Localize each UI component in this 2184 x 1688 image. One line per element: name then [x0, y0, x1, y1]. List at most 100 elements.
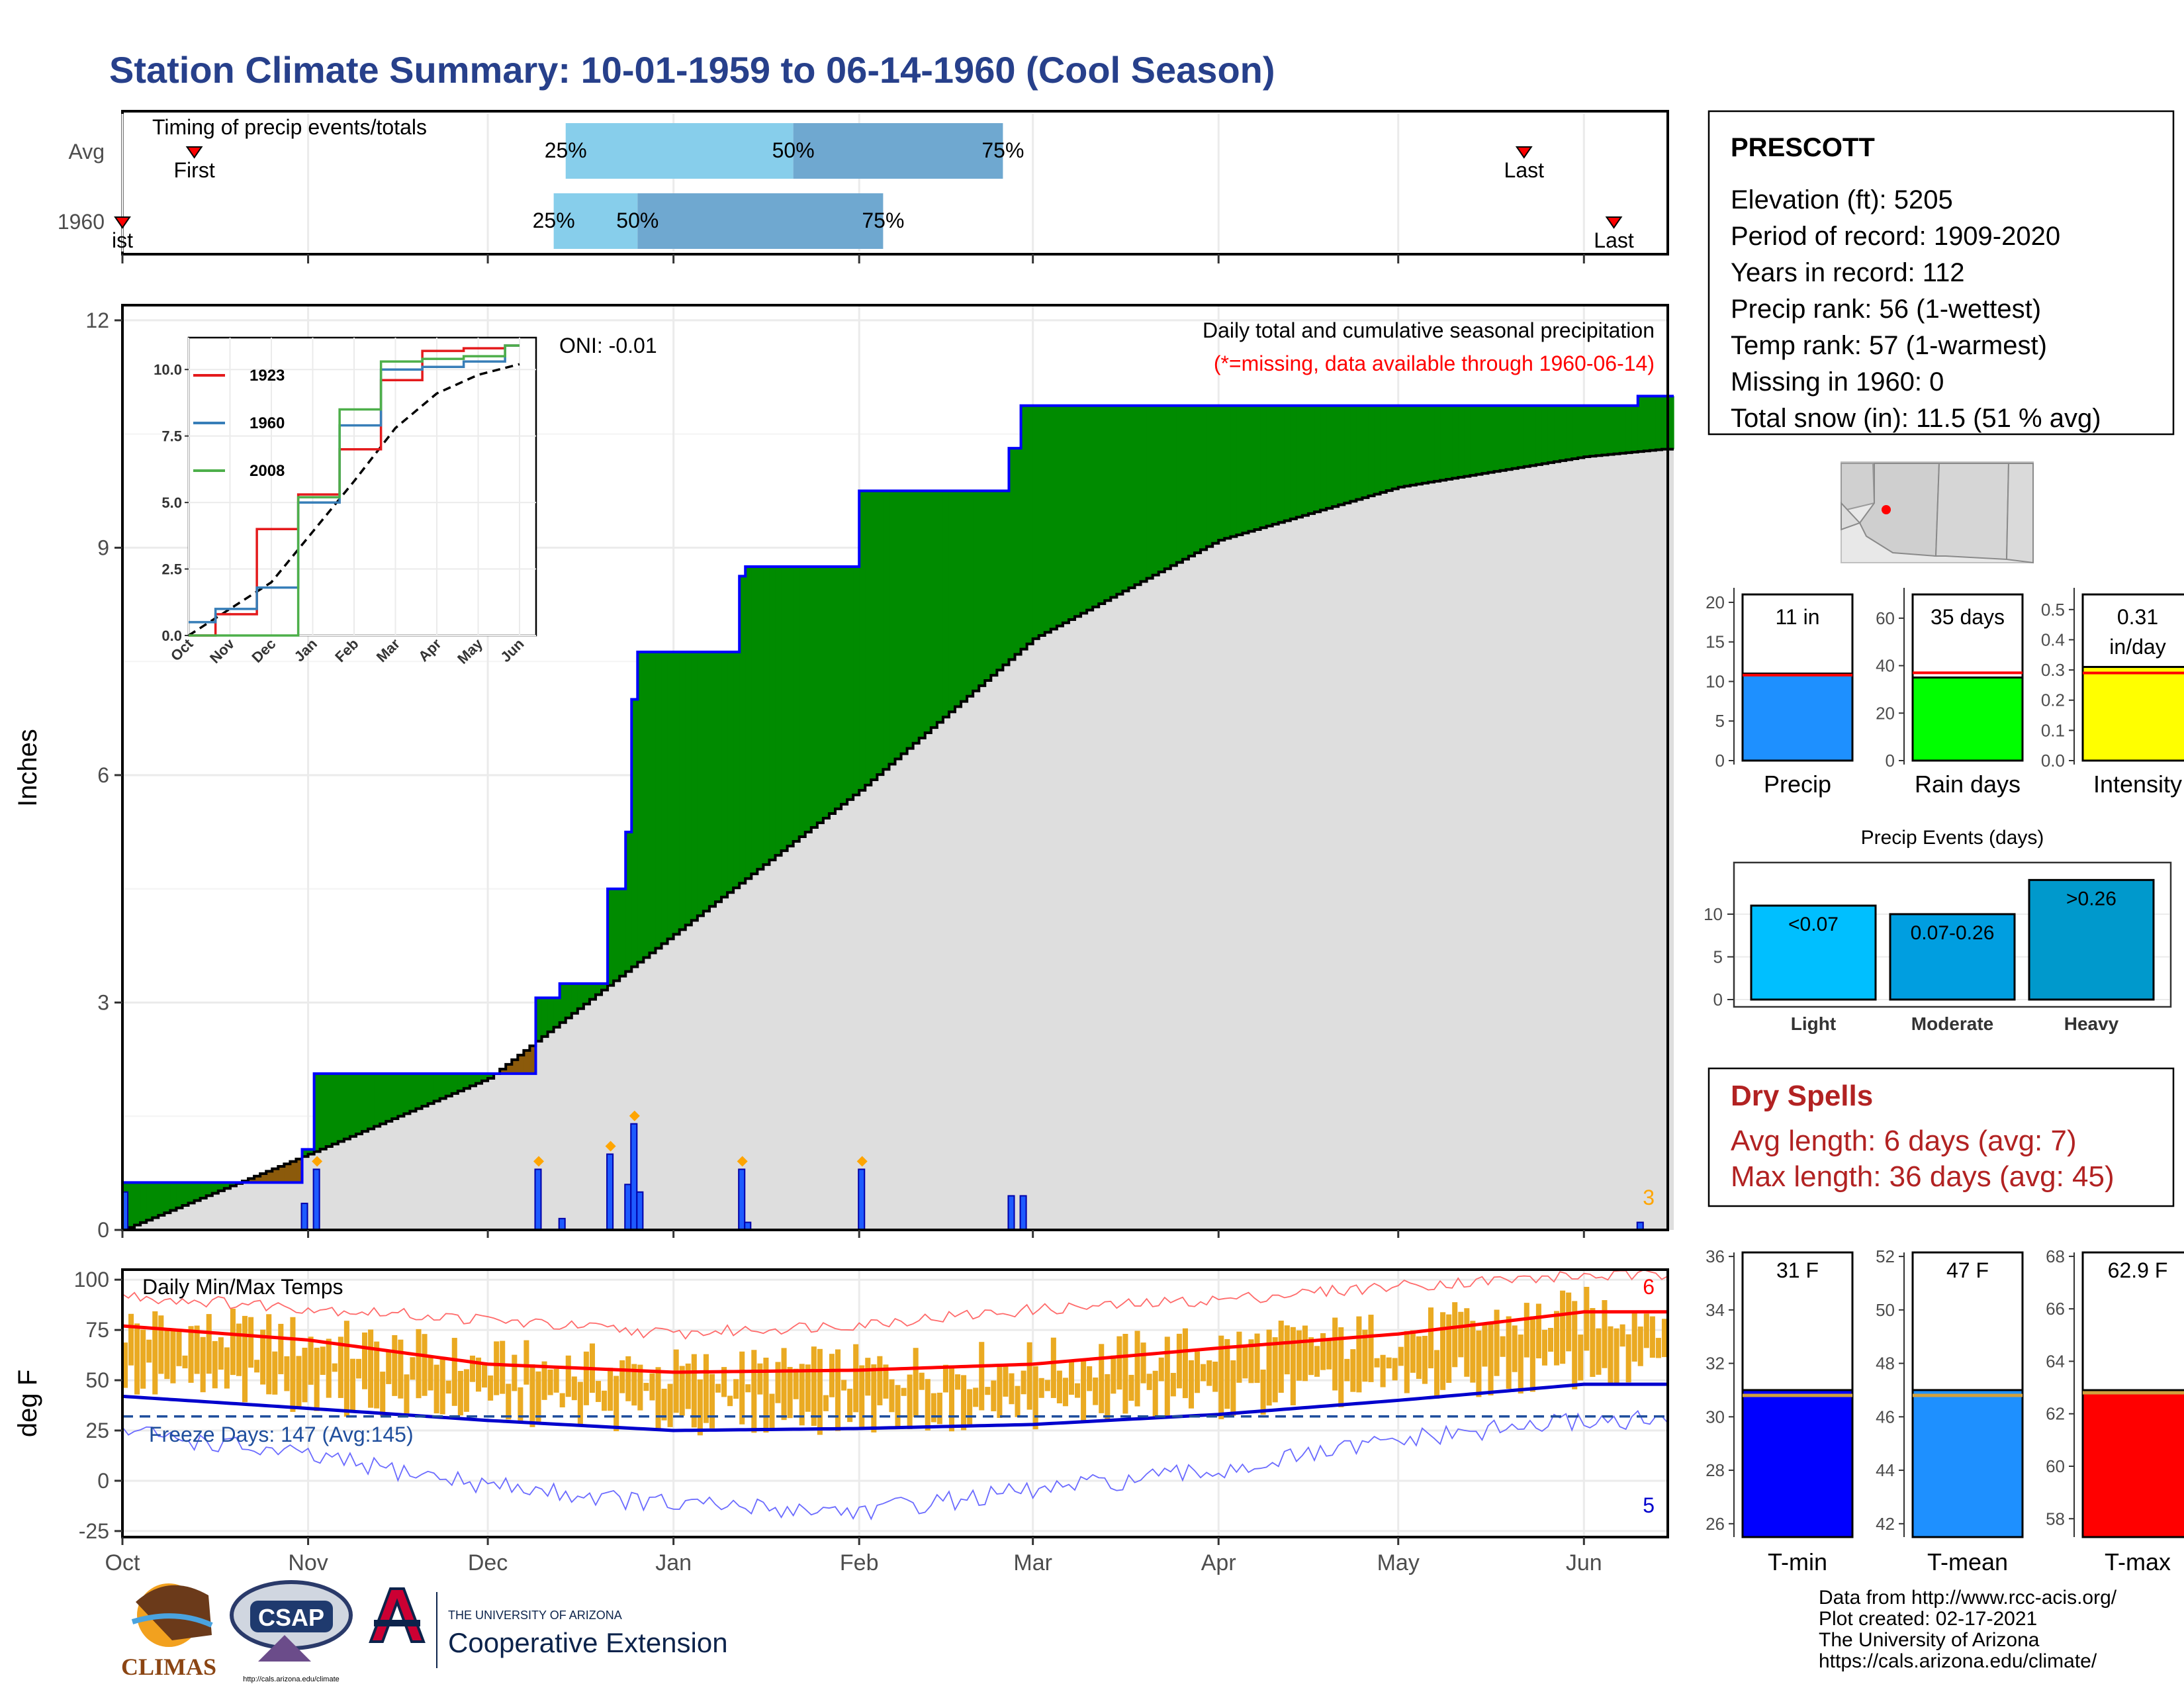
surplus-segment [841, 567, 848, 804]
daily-precip-bar [534, 1168, 542, 1231]
daily-temp-range-bar [1128, 1374, 1134, 1401]
surplus-segment [1068, 405, 1075, 620]
daily-temp-range-bar [535, 1371, 541, 1423]
y-tick-label: 6 [97, 763, 109, 787]
climas-wordmark: CLIMAS [121, 1654, 216, 1680]
daily-temp-range-bar [248, 1317, 254, 1368]
daily-temp-range-bar [1195, 1351, 1201, 1393]
surplus-segment [1032, 405, 1040, 639]
daily-temp-range-bar [236, 1323, 242, 1376]
minibar-label: Intensity [2093, 771, 2182, 798]
surplus-segment [595, 983, 602, 995]
daily-temp-range-bar [781, 1348, 787, 1421]
legend-label: 2008 [250, 462, 285, 480]
daily-temp-range-bar [1122, 1333, 1128, 1414]
surplus-segment [583, 983, 590, 1004]
daily-temp-range-bar [847, 1388, 853, 1423]
daily-temp-range-bar [332, 1363, 338, 1372]
daily-temp-range-bar [1566, 1292, 1572, 1352]
surplus-segment [757, 567, 764, 870]
deficit-segment [296, 1158, 303, 1183]
surplus-segment [1422, 405, 1429, 483]
surplus-segment [1236, 405, 1244, 535]
surplus-segment [559, 983, 567, 1023]
station-line: Elevation (ft): 5205 [1731, 185, 1953, 214]
daily-temp-range-bar [817, 1348, 823, 1435]
surplus-segment [931, 491, 938, 728]
daily-temp-range-bar [919, 1372, 925, 1390]
daily-temp-range-bar [278, 1323, 284, 1374]
surplus-segment [1554, 405, 1561, 462]
daily-temp-range-bar [757, 1363, 763, 1395]
daily-temp-range-bar [751, 1350, 757, 1433]
timing-marker-label: Last [1594, 228, 1634, 252]
timing-label: Timing of precip events/totals [152, 115, 427, 139]
surplus-segment [362, 1073, 369, 1132]
surplus-segment [1248, 405, 1255, 532]
surplus-segment [164, 1182, 171, 1213]
university-of-arizona-logo: THE UNIVERSITY OF ARIZONA Cooperative Ex… [369, 1587, 728, 1668]
surplus-segment [1254, 405, 1261, 530]
daily-temp-range-bar [1535, 1303, 1541, 1358]
surplus-segment [1176, 405, 1183, 563]
station-line: Temp rank: 57 (1-warmest) [1731, 331, 2047, 360]
daily-temp-range-bar [482, 1362, 488, 1388]
surplus-segment [673, 651, 680, 935]
daily-temp-range-bar [1476, 1330, 1482, 1397]
surplus-segment [1529, 405, 1537, 466]
timing-pct-label: 50% [616, 209, 659, 232]
events-bar [1750, 904, 1877, 1001]
timing-pct-label: 25% [545, 138, 587, 162]
surplus-segment [1344, 405, 1351, 503]
surplus-segment [889, 491, 896, 765]
surplus-segment [811, 567, 818, 827]
deficit-segment [278, 1166, 285, 1183]
daily-temp-range-bar [1230, 1360, 1236, 1416]
inset-series-line [189, 344, 520, 624]
daily-temp-range-bar [266, 1314, 272, 1395]
daily-temp-range-bar [1362, 1329, 1368, 1382]
y-tick-label: 3 [97, 990, 109, 1014]
figure-title: Station Climate Summary: 10-01-1959 to 0… [109, 49, 1275, 91]
surplus-segment [614, 888, 620, 981]
precip-count-label: 3 [1643, 1186, 1655, 1209]
daily-temp-range-bar [1026, 1342, 1032, 1410]
daily-temp-range-bar [1105, 1374, 1111, 1421]
surplus-segment [1218, 405, 1225, 540]
surplus-segment [775, 567, 782, 856]
surplus-segment [948, 491, 956, 712]
surplus-segment [871, 491, 878, 780]
daily-temp-range-bar [1182, 1328, 1188, 1399]
daily-temp-range-bar [1075, 1383, 1081, 1398]
daily-temp-range-bar [1637, 1326, 1643, 1366]
daily-temp-range-bar [338, 1336, 343, 1398]
timing-panel: 25% 50% 75% First Last 25% 50% 75% ist Last Timin… [58, 110, 1669, 263]
daily-temp-range-bar [200, 1336, 206, 1393]
surplus-segment [823, 567, 830, 818]
daily-temp-range-bar [1146, 1374, 1152, 1390]
daily-temp-range-bar [152, 1311, 158, 1395]
daily-temp-range-bar [1050, 1337, 1056, 1398]
deficit-segment [500, 1068, 506, 1074]
y-tick-label: 0 [97, 1218, 109, 1242]
daily-temp-range-bar [1224, 1338, 1230, 1409]
precip-panel: 0 3 6 9 12 Inches Daily total and cumulative… [13, 304, 1674, 1242]
daily-temp-range-bar [1590, 1308, 1596, 1378]
surplus-segment [553, 998, 561, 1027]
daily-temp-range-bar [967, 1389, 973, 1425]
surplus-segment [308, 1149, 315, 1154]
daily-temp-range-bar [1068, 1360, 1075, 1395]
surplus-segment [404, 1073, 411, 1114]
daily-temp-range-bar [1338, 1327, 1344, 1407]
surplus-segment [685, 651, 692, 925]
surplus-segment [1494, 405, 1501, 472]
surplus-segment [1140, 405, 1148, 582]
surplus-segment [1062, 405, 1069, 623]
surplus-segment [1099, 405, 1105, 604]
daily-temp-range-bar [1661, 1319, 1667, 1358]
daily-temp-range-bar [260, 1329, 266, 1385]
daily-precip-bar [636, 1191, 644, 1231]
surplus-segment [1668, 396, 1674, 449]
surplus-segment [715, 651, 722, 902]
timing-row-avg: Avg [68, 140, 105, 164]
